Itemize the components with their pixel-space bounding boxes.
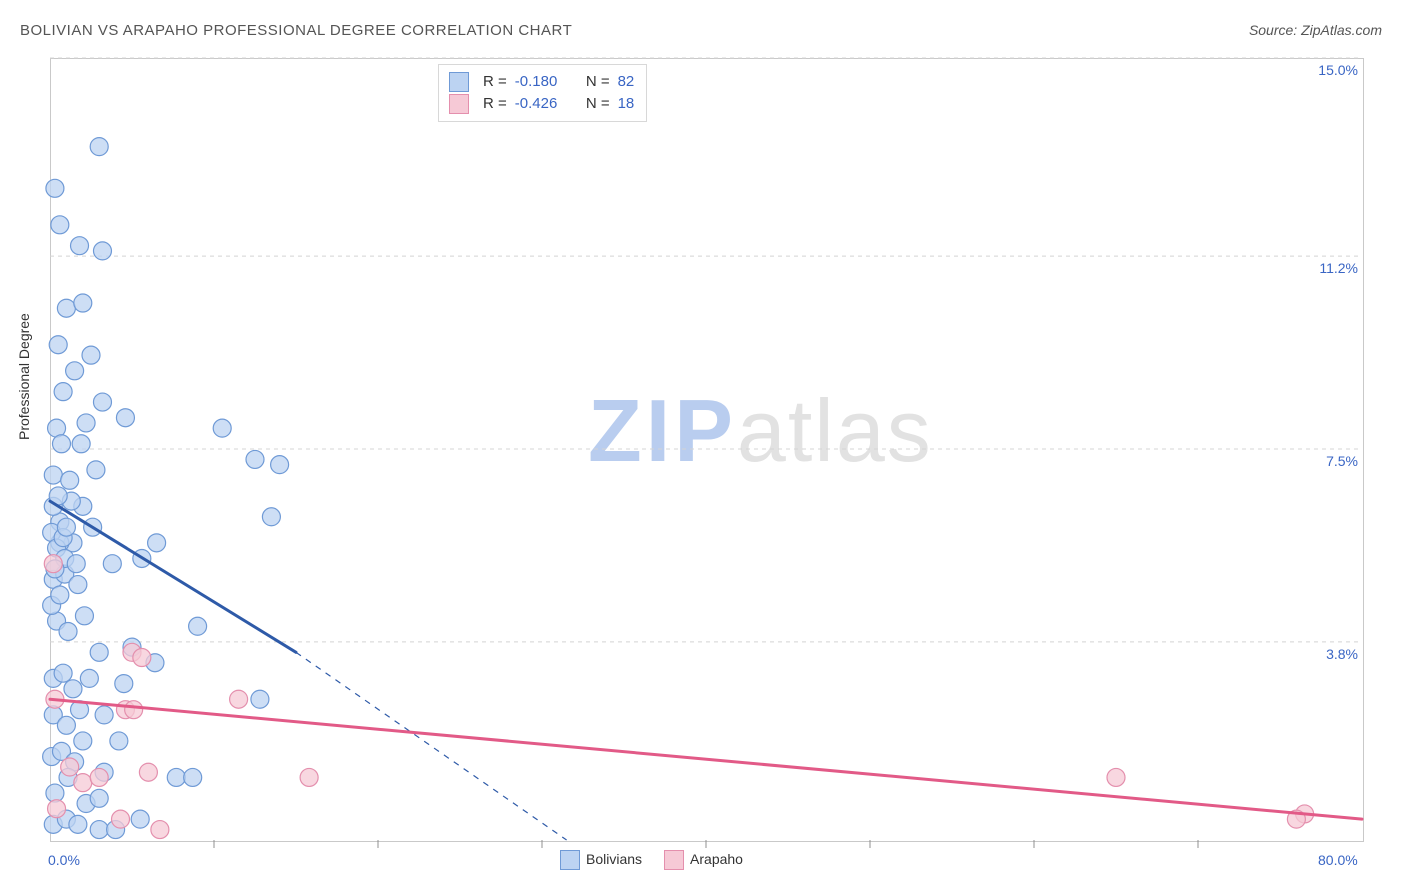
legend-item-bolivians: Bolivians <box>560 850 642 870</box>
legend-item-arapaho: Arapaho <box>664 850 743 870</box>
stat-row-arapaho: R = -0.426 N = 18 <box>449 93 634 115</box>
y-tick-label: 11.2% <box>1298 260 1358 276</box>
series-legend: Bolivians Arapaho <box>560 850 743 870</box>
y-tick-label: 15.0% <box>1298 62 1358 78</box>
y-tick-label: 3.8% <box>1298 646 1358 662</box>
x-max-label: 80.0% <box>1318 852 1358 868</box>
y-tick-label: 7.5% <box>1298 453 1358 469</box>
stat-row-bolivians: R = -0.180 N = 82 <box>449 71 634 93</box>
correlation-stats: R = -0.180 N = 82R = -0.426 N = 18 <box>438 64 647 122</box>
x-min-label: 0.0% <box>48 852 80 868</box>
chart-svg <box>0 0 1406 892</box>
